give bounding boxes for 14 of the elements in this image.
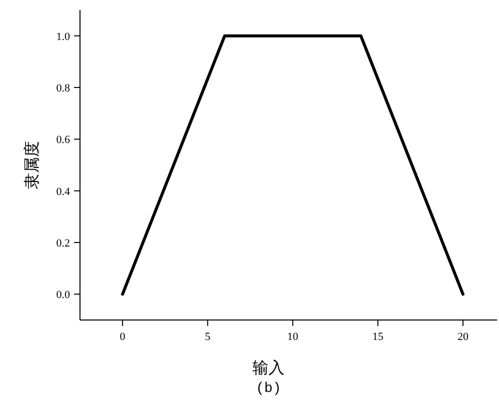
x-tick-label: 20: [457, 331, 469, 343]
x-axis-title: 输入: [252, 359, 284, 377]
y-tick-label: 1.0: [56, 30, 70, 43]
y-tick-label: 0.4: [56, 186, 70, 198]
x-tick-label: 10: [287, 331, 299, 343]
y-tick-label: 0.2: [56, 238, 70, 250]
text: (b): [256, 381, 282, 397]
y-axis-title: 隶属度: [23, 141, 41, 189]
y-tick-label: 0.8: [56, 82, 70, 94]
x-tick-label: 15: [372, 331, 384, 343]
x-tick-label: 0: [120, 331, 126, 343]
x-tick-label: 5: [204, 331, 211, 343]
y-tick-label: 0.0: [56, 289, 70, 302]
y-tick-label: 0.6: [56, 134, 70, 146]
